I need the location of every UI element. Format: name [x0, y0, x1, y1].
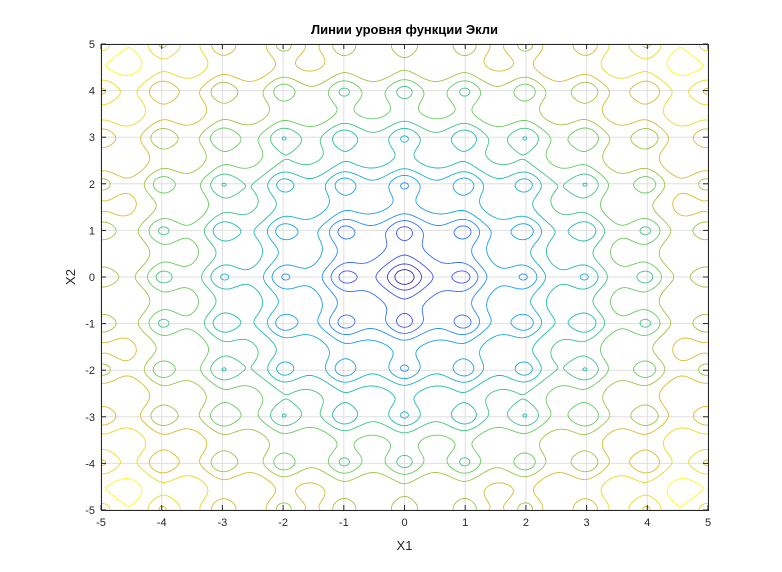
y-tick-label: 1: [89, 225, 95, 237]
x-tick-label: -5: [96, 517, 106, 529]
contour-level-7: [220, 135, 589, 419]
y-tick-label: -4: [85, 458, 95, 470]
x-tick-label: 4: [644, 517, 650, 529]
contour-level-10: [147, 79, 662, 475]
y-tick-label: 5: [89, 39, 95, 51]
y-tick-label: -5: [85, 505, 95, 517]
contour-level-9: [155, 85, 654, 469]
y-tick-label: 4: [89, 86, 95, 98]
contour-level-6: [271, 174, 538, 380]
contour-level-13: [100, 43, 709, 511]
x-tick-label: 0: [401, 517, 407, 529]
y-tick-label: -3: [85, 412, 95, 424]
x-tick-label: -4: [157, 517, 167, 529]
contour-level-11: [100, 43, 709, 511]
contour-level-12: [100, 43, 709, 511]
contour-layer: [100, 43, 709, 511]
contour-level-5: [281, 182, 528, 372]
y-tick-label: -1: [85, 319, 95, 331]
contour-level-8: [210, 127, 599, 427]
chart-title: Линии уровня функции Экли: [311, 22, 498, 37]
y-axis-label: X2: [63, 269, 78, 285]
contour-level-3: [338, 226, 471, 328]
x-tick-label: -3: [218, 517, 228, 529]
x-tick-label: -1: [339, 517, 349, 529]
y-tick-label: -2: [85, 365, 95, 377]
grid-layer: [100, 43, 709, 511]
x-tick-label: 3: [584, 517, 590, 529]
x-tick-label: -2: [278, 517, 288, 529]
tick-layer: -5 -4 -3 -2 -1 0 1 2 3 4 5 -5 -4 -3 -2 -1 0 1 2 3 4 5: [85, 39, 711, 529]
x-tick-label: 5: [705, 517, 711, 529]
contour-level-2: [386, 263, 423, 291]
y-tick-label: 2: [89, 179, 95, 191]
contour-level-4: [330, 220, 479, 334]
x-tick-label: 2: [523, 517, 529, 529]
contour-level-1: [394, 269, 415, 285]
x-axis-label: X1: [397, 538, 413, 553]
contour-level-14: [100, 43, 709, 511]
x-tick-label: 1: [462, 517, 468, 529]
y-tick-label: 0: [89, 272, 95, 284]
y-tick-label: 3: [89, 132, 95, 144]
